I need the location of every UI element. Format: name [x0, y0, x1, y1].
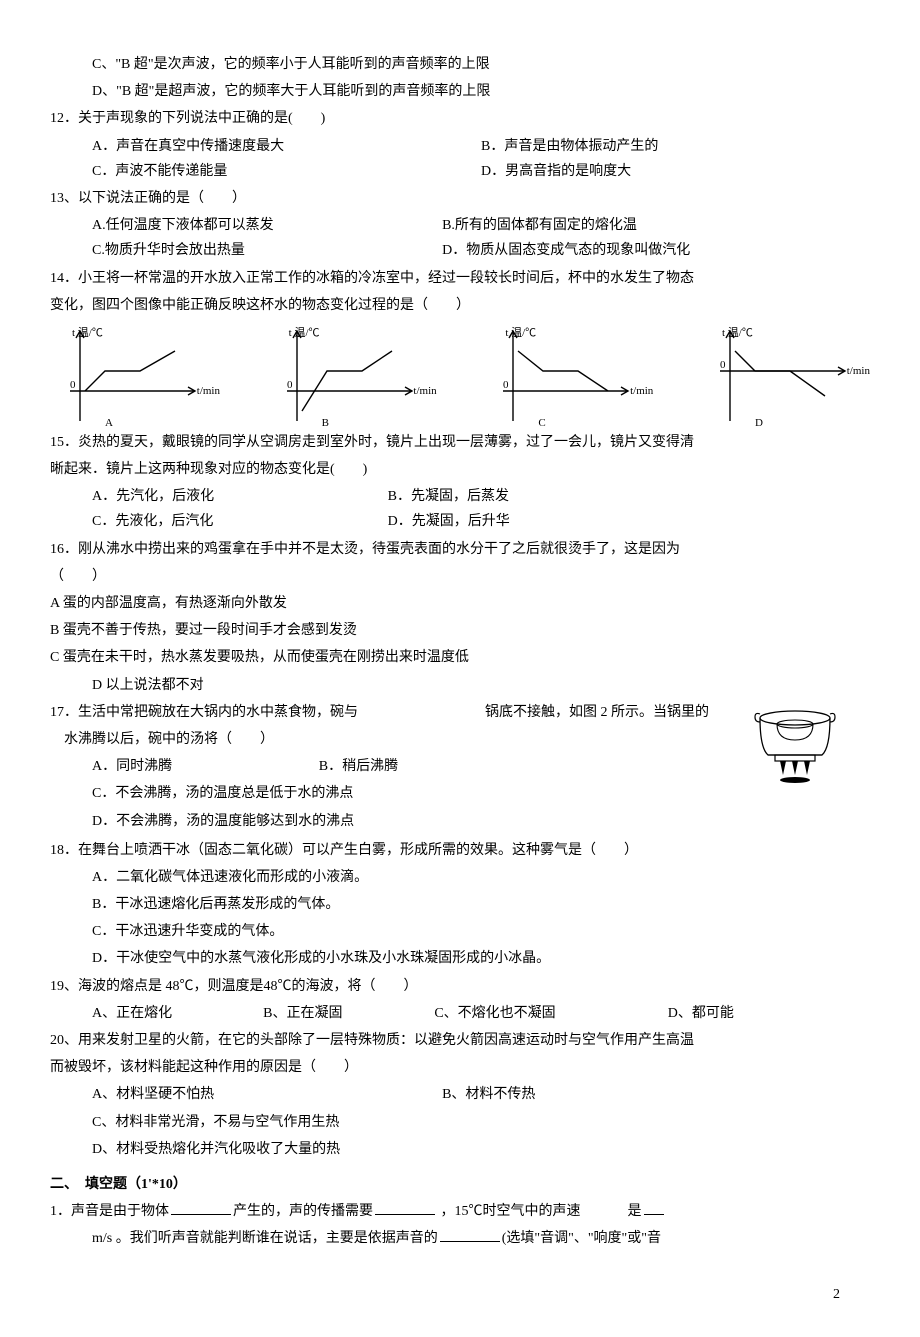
chart-c-letter: C — [538, 414, 545, 434]
q19-b: B、正在凝固 — [263, 1001, 434, 1026]
svg-text:0: 0 — [70, 379, 76, 391]
q15-stem2: 晰起来．镜片上这两种现象对应的物态变化是( ) — [50, 457, 870, 482]
q15-stem1: 15．炎热的夏天，戴眼镜的同学从空调房走到室外时，镜片上出现一层薄雾，过了一会儿… — [50, 430, 870, 455]
f1d: 是 — [628, 1204, 642, 1219]
q12-row2: C．声波不能传递能量 D．男高音指的是响度大 — [50, 159, 870, 184]
q17-b: B．稍后沸腾 — [319, 754, 740, 779]
chart-b-ylabel: t 温/℃ — [289, 324, 320, 344]
q14-stem2: 变化，图四个图像中能正确反映这杯水的物态变化过程的是（ ） — [50, 293, 870, 318]
chart-d-letter: D — [755, 414, 763, 434]
q17-stem1: 17．生活中常把碗放在大锅内的水中蒸食物，碗与 锅底不接触，如图 2 所示。当锅… — [50, 700, 870, 725]
q14-charts: t 温/℃ 0 t/min A t 温/℃ 0 t/min B t 温/℃ — [50, 326, 870, 426]
q16-c: C 蛋壳在未干时，热水蒸发要吸热，从而使蛋壳在刚捞出来时温度低 — [50, 645, 870, 670]
q13-a: A.任何温度下液体都可以蒸发 — [92, 213, 442, 238]
q11-d-text: D、"B 超"是超声波，它的频率大于人耳能听到的声音频率的上限 — [92, 84, 490, 99]
q13-c: C.物质升华时会放出热量 — [92, 238, 442, 263]
chart-a: t 温/℃ 0 t/min A — [50, 326, 220, 426]
chart-d: t 温/℃ 0 t/min D — [700, 326, 870, 426]
q13-b: B.所有的固体都有固定的熔化温 — [442, 213, 870, 238]
q20-a: A、材料坚硬不怕热 — [92, 1082, 442, 1107]
q17-a: A．同时沸腾 — [92, 754, 319, 779]
f1b: 产生的，声的传播需要 — [233, 1204, 373, 1219]
chart-c-xlabel: t/min — [630, 382, 653, 402]
q18-d: D．干冰使空气中的水蒸气液化形成的小水珠及小水珠凝固形成的小冰晶。 — [50, 946, 870, 971]
page-number: 2 — [50, 1282, 870, 1307]
q20-stem1: 20、用来发射卫星的火箭，在它的头部除了一层特殊物质：以避免火箭因高速运动时与空… — [50, 1028, 870, 1053]
q14-stem1: 14．小王将一杯常温的开水放入正常工作的冰箱的冷冻室中，经过一段较长时间后，杯中… — [50, 266, 870, 291]
q12-row1: A．声音在真空中传播速度最大 B．声音是由物体振动产生的 — [50, 134, 870, 159]
chart-a-xlabel: t/min — [197, 382, 220, 402]
pot-figure — [750, 700, 840, 794]
q12-b: B．声音是由物体振动产生的 — [481, 134, 870, 159]
f2b: (选填"音调"、"响度"或"音 — [502, 1231, 661, 1246]
fill-q1-line1: 1．声音是由于物体 产生的，声的传播需要 ，15℃时空气中的声速 是 — [50, 1199, 870, 1224]
q17-block: 17．生活中常把碗放在大锅内的水中蒸食物，碗与 锅底不接触，如图 2 所示。当锅… — [50, 700, 870, 836]
svg-text:0: 0 — [720, 359, 726, 371]
q11-opt-d: D、"B 超"是超声波，它的频率大于人耳能听到的声音频率的上限 — [50, 79, 870, 104]
q15-a: A．先汽化，后液化 — [92, 484, 388, 509]
q20-stem2: 而被毁坏，该材料能起这种作用的原因是（ ） — [50, 1055, 870, 1080]
chart-d-xlabel: t/min — [847, 362, 870, 382]
chart-a-letter: A — [105, 414, 113, 434]
blank-4[interactable] — [440, 1227, 500, 1242]
q19-stem: 19、海波的熔点是 48℃，则温度是48℃的海波，将（ ） — [50, 974, 870, 999]
q17-stem2: 水沸腾以后，碗中的汤将（ ） — [50, 727, 870, 752]
q18-c: C．干冰迅速升华变成的气体。 — [50, 919, 870, 944]
q20-row1: A、材料坚硬不怕热 B、材料不传热 — [50, 1082, 870, 1107]
chart-d-ylabel: t 温/℃ — [722, 324, 753, 344]
q20-c: C、材料非常光滑，不易与空气作用生热 — [50, 1110, 870, 1135]
svg-text:0: 0 — [503, 379, 509, 391]
q13-row1: A.任何温度下液体都可以蒸发 B.所有的固体都有固定的熔化温 — [50, 213, 870, 238]
f1a: 1．声音是由于物体 — [50, 1204, 169, 1219]
chart-b-xlabel: t/min — [413, 382, 436, 402]
q18-a: A．二氧化碳气体迅速液化而形成的小液滴。 — [50, 865, 870, 890]
q11-opt-c: C、"B 超"是次声波，它的频率小于人耳能听到的声音频率的上限 — [50, 52, 870, 77]
q15-d: D．先凝固，后升华 — [388, 509, 870, 534]
q18-b: B．干冰迅速熔化后再蒸发形成的气体。 — [50, 892, 870, 917]
q17-c: C．不会沸腾，汤的温度总是低于水的沸点 — [50, 781, 870, 806]
q18-stem: 18．在舞台上喷洒干冰（固态二氧化碳）可以产生白雾，形成所需的效果。这种雾气是（… — [50, 838, 870, 863]
q13-stem: 13、以下说法正确的是（ ） — [50, 186, 870, 211]
q13-row2: C.物质升华时会放出热量 D．物质从固态变成气态的现象叫做汽化 — [50, 238, 870, 263]
q20-b: B、材料不传热 — [442, 1082, 870, 1107]
q16-d: D 以上说法都不对 — [50, 673, 870, 698]
q12-a: A．声音在真空中传播速度最大 — [92, 134, 481, 159]
q12-stem: 12．关于声现象的下列说法中正确的是( ) — [50, 106, 870, 131]
q15-row2: C．先液化，后汽化 D．先凝固，后升华 — [50, 509, 870, 534]
q19-c: C、不熔化也不凝固 — [434, 1001, 667, 1026]
svg-text:0: 0 — [287, 379, 293, 391]
f2a: m/s 。我们听声音就能判断谁在说话，主要是依据声音的 — [92, 1231, 438, 1246]
chart-b-letter: B — [322, 414, 329, 434]
q17-d: D．不会沸腾，汤的温度能够达到水的沸点 — [50, 809, 870, 834]
blank-2[interactable] — [375, 1200, 435, 1215]
q11-c-text: C、"B 超"是次声波，它的频率小于人耳能听到的声音频率的上限 — [92, 57, 490, 72]
q12-d: D．男高音指的是响度大 — [481, 159, 870, 184]
blank-1[interactable] — [171, 1200, 231, 1215]
q15-b: B．先凝固，后蒸发 — [388, 484, 870, 509]
q17-stem1a: 17．生活中常把碗放在大锅内的水中蒸食物，碗与 — [50, 705, 358, 720]
chart-a-ylabel: t 温/℃ — [72, 324, 103, 344]
q16-a: A 蛋的内部温度高，有热逐渐向外散发 — [50, 591, 870, 616]
q19-d: D、都可能 — [668, 1001, 870, 1026]
q20-d: D、材料受热熔化并汽化吸收了大量的热 — [50, 1137, 870, 1162]
q13-d: D．物质从固态变成气态的现象叫做汽化 — [442, 238, 870, 263]
q16-stem2: （ ） — [50, 564, 870, 589]
f1c: ，15℃时空气中的声速 — [441, 1204, 581, 1219]
q19-a: A、正在熔化 — [92, 1001, 263, 1026]
chart-c: t 温/℃ 0 t/min C — [483, 326, 653, 426]
fill-q1-line2: m/s 。我们听声音就能判断谁在说话，主要是依据声音的 (选填"音调"、"响度"或… — [50, 1226, 870, 1251]
q12-c: C．声波不能传递能量 — [92, 159, 481, 184]
q17-row1: A．同时沸腾 B．稍后沸腾 — [50, 754, 740, 779]
q17-stem1b: 锅底不接触，如图 2 所示。当锅里的 — [485, 705, 709, 720]
q16-b: B 蛋壳不善于传热，要过一段时间手才会感到发烫 — [50, 618, 870, 643]
chart-b: t 温/℃ 0 t/min B — [267, 326, 437, 426]
q15-c: C．先液化，后汽化 — [92, 509, 388, 534]
q19-row: A、正在熔化 B、正在凝固 C、不熔化也不凝固 D、都可能 — [50, 1001, 870, 1026]
blank-3[interactable] — [644, 1200, 664, 1215]
q16-stem1: 16．刚从沸水中捞出来的鸡蛋拿在手中并不是太烫，待蛋壳表面的水分干了之后就很烫手… — [50, 537, 870, 562]
q15-row1: A．先汽化，后液化 B．先凝固，后蒸发 — [50, 484, 870, 509]
section2-title: 二、 填空题（1'*10） — [50, 1172, 870, 1197]
chart-c-ylabel: t 温/℃ — [505, 324, 536, 344]
